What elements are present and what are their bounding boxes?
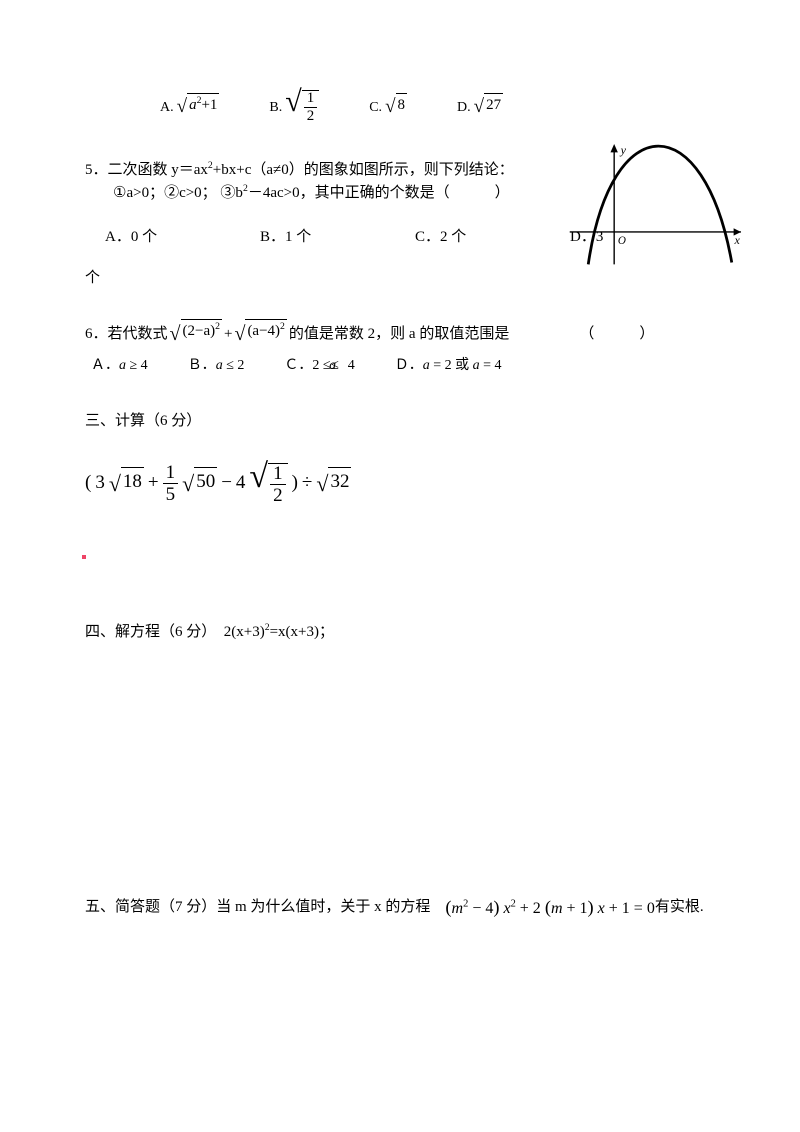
svg-text:x: x [734, 233, 741, 247]
option-d[interactable]: D. √ 27 [457, 93, 503, 122]
svg-text:O: O [618, 235, 626, 247]
option-label: D. [457, 97, 471, 118]
q5-text-4: －4ac>0，其中正确的个数是（ ） [248, 185, 510, 201]
sqrt-icon: √ (a−4)2 [234, 319, 286, 349]
svg-text:y: y [620, 144, 627, 157]
q6-option-b[interactable]: Ｂ．a ≤ 2 [188, 355, 245, 376]
calc-expression: ( 3 √18 + 15 √50 − 4 √12 ) ÷ √32 [85, 463, 715, 505]
marker-dot-icon [82, 555, 86, 559]
option-b[interactable]: B. √ 1 2 [269, 90, 319, 124]
sqrt-icon: √ 27 [474, 93, 503, 122]
q4-options: A. √ a2+1 B. √ 1 2 C. √ 8 D. √ 27 [160, 90, 715, 124]
q6-prefix: 6．若代数式 [85, 323, 168, 346]
section-5: 五、简答题（7 分）当 m 为什么值时，关于 x 的方程 (m2 − 4) x2… [85, 894, 715, 922]
q6-option-c[interactable]: Ｃ．2 ≤ a≤ 4 [284, 355, 354, 376]
q5-text-2: +bx+c（a≠0）的图象如图所示，则下列结论： [213, 162, 514, 178]
option-label: B. [269, 97, 282, 118]
q6-suffix: 的值是常数 2，则 a 的取值范围是 [289, 323, 509, 346]
sqrt-icon: √ 8 [385, 93, 407, 122]
option-a[interactable]: A. √ a2+1 [160, 93, 219, 122]
q5-d-tail: 个 [85, 267, 715, 290]
section-3: 三、计算（6 分） ( 3 √18 + 15 √50 − 4 √12 ) ÷ √… [85, 410, 715, 566]
section-3-title: 三、计算（6 分） [85, 410, 715, 433]
question-6: 6．若代数式 √ (2−a)2 + √ (a−4)2 的值是常数 2，则 a 的… [85, 319, 715, 376]
section-4-tail: =x(x+3)； [270, 624, 334, 640]
sqrt-icon: √ 1 2 [285, 90, 319, 124]
plus-icon: + [224, 323, 232, 346]
q5-text-3: ①a>0；②c>0； ③b [113, 185, 243, 201]
parabola-graph: x y O [565, 144, 755, 269]
section-4-title: 四、解方程（6 分） 2(x+3) [85, 624, 265, 640]
sqrt-icon: √ (2−a)2 [170, 319, 222, 349]
option-label: A. [160, 97, 174, 118]
option-label: C. [369, 97, 382, 118]
section-5-equation: (m2 − 4) x2 + 2 (m + 1) x + 1 = 0 [445, 894, 654, 922]
option-c[interactable]: C. √ 8 [369, 93, 407, 122]
q6-option-d[interactable]: Ｄ．a = 2 或 a = 4 [395, 355, 502, 376]
q6-option-a[interactable]: Ａ．a ≥ 4 [91, 355, 148, 376]
q5-text-1: 5．二次函数 y＝ax [85, 162, 208, 178]
q5-option-a[interactable]: A．0 个 [105, 226, 165, 249]
q6-paren: （ ） [579, 323, 654, 346]
sqrt-icon: √ a2+1 [177, 93, 220, 122]
question-5: 5．二次函数 y＝ax2+bx+c（a≠0）的图象如图所示，则下列结论： ①a>… [85, 159, 715, 289]
section-4: 四、解方程（6 分） 2(x+3)2=x(x+3)； [85, 621, 715, 644]
q5-option-b[interactable]: B．1 个 [260, 226, 320, 249]
section-5-post: 有实根. [655, 896, 704, 919]
section-5-pre: 五、简答题（7 分）当 m 为什么值时，关于 x 的方程 [85, 896, 445, 919]
q5-option-c[interactable]: C．2 个 [415, 226, 475, 249]
